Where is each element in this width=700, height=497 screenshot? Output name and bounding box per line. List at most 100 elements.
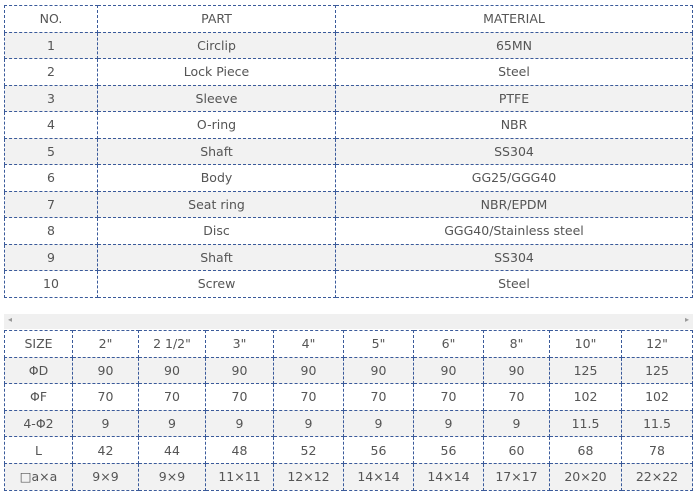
table-row: 4-Φ2 9 9 9 9 9 9 9 11.5 11.5 [4,409,693,438]
table-cell: 14×14 [413,462,484,491]
table-row: 7 Seat ring NBR/EPDM [4,190,693,218]
table-row: ΦD 90 90 90 90 90 90 90 125 125 [4,356,693,385]
table-cell: 9 [413,409,484,438]
table-cell: PART [97,5,336,33]
table-cell: 70 [273,383,344,411]
table-row: □a×a 9×9 9×9 11×11 12×12 14×14 14×14 17×17 20×20… [4,462,693,491]
table-cell: 2 1/2" [138,330,206,358]
table-cell: SS304 [335,137,693,165]
table-cell: Steel [335,270,693,298]
table-cell: NBR [335,111,693,139]
table-cell: 125 [621,356,693,385]
table-cell: 11×11 [205,462,274,491]
table-cell: NO. [4,5,98,33]
horizontal-scrollbar[interactable]: ◂ ▸ [4,314,693,329]
table-cell: Body [97,164,336,192]
table-header-row: NO. PART MATERIAL [4,5,693,33]
table-cell: 9 [205,409,274,438]
table-cell: 90 [72,356,139,385]
table-row: L 42 44 48 52 56 56 60 68 78 [4,436,693,464]
table-cell: 11.5 [549,409,622,438]
table-cell: 2" [72,330,139,358]
arrow-right-icon[interactable]: ▸ [684,315,689,324]
table-cell: PTFE [335,84,693,112]
table-cell: 3" [205,330,274,358]
table-cell: 90 [273,356,344,385]
table-cell: 22×22 [621,462,693,491]
table-cell: 9×9 [72,462,139,491]
table-cell: 90 [483,356,550,385]
table-cell: 44 [138,436,206,464]
table-row: 6 Body GG25/GGG40 [4,164,693,192]
table-cell: Sleeve [97,84,336,112]
table-cell: 10 [4,270,98,298]
table-cell: 5 [4,137,98,165]
table-cell: ΦD [4,356,73,385]
arrow-left-icon[interactable]: ◂ [8,315,13,324]
table-cell: 12×12 [273,462,344,491]
table-cell: Steel [335,58,693,86]
table-cell: 9 [343,409,414,438]
table-cell: 70 [343,383,414,411]
table-cell: SS304 [335,243,693,271]
table-cell: 7 [4,190,98,218]
table-cell: 90 [205,356,274,385]
table-cell: Lock Piece [97,58,336,86]
table-cell: GG25/GGG40 [335,164,693,192]
table-row: 8 Disc GGG40/Stainless steel [4,217,693,245]
table-row: 9 Shaft SS304 [4,243,693,271]
table-row: 3 Sleeve PTFE [4,84,693,112]
table-cell: 9 [4,243,98,271]
table-cell: 4 [4,111,98,139]
table-cell: 52 [273,436,344,464]
table-cell: 9 [72,409,139,438]
table-cell: 9×9 [138,462,206,491]
table-cell: Shaft [97,137,336,165]
table-cell: Circlip [97,31,336,59]
table-cell: 78 [621,436,693,464]
table-cell: 9 [273,409,344,438]
table-cell: 9 [138,409,206,438]
table-cell: 68 [549,436,622,464]
table-cell: O-ring [97,111,336,139]
table-cell: 4-Φ2 [4,409,73,438]
table-cell: 8" [483,330,550,358]
table-row: 4 O-ring NBR [4,111,693,139]
table-cell: 102 [549,383,622,411]
table-cell: 6 [4,164,98,192]
table-cell: 70 [72,383,139,411]
table-cell: 8 [4,217,98,245]
table-cell: 70 [205,383,274,411]
table-cell: 90 [413,356,484,385]
table-cell: 56 [343,436,414,464]
table-cell: SIZE [4,330,73,358]
table-cell: 6" [413,330,484,358]
table-cell: 90 [138,356,206,385]
table-cell: 65MN [335,31,693,59]
table-header-row: SIZE 2" 2 1/2" 3" 4" 5" 6" 8" 10" 12" [4,330,693,358]
table-cell: NBR/EPDM [335,190,693,218]
table-cell: 60 [483,436,550,464]
table-cell: 56 [413,436,484,464]
table-cell: Screw [97,270,336,298]
parts-table: NO. PART MATERIAL 1 Circlip 65MN 2 Lock Piece St… [4,5,693,298]
table-cell: 102 [621,383,693,411]
table-cell: 70 [138,383,206,411]
table-cell: 20×20 [549,462,622,491]
table-cell: ΦF [4,383,73,411]
table-cell: 12" [621,330,693,358]
table-row: 1 Circlip 65MN [4,31,693,59]
table-cell: 70 [413,383,484,411]
table-row: 2 Lock Piece Steel [4,58,693,86]
table-cell: MATERIAL [335,5,693,33]
table-cell: 70 [483,383,550,411]
table-cell: 90 [343,356,414,385]
table-cell: 2 [4,58,98,86]
table-cell: Disc [97,217,336,245]
table-cell: □a×a [4,462,73,491]
table-cell: 14×14 [343,462,414,491]
table-cell: GGG40/Stainless steel [335,217,693,245]
table-cell: 9 [483,409,550,438]
table-cell: 11.5 [621,409,693,438]
table-cell: Seat ring [97,190,336,218]
